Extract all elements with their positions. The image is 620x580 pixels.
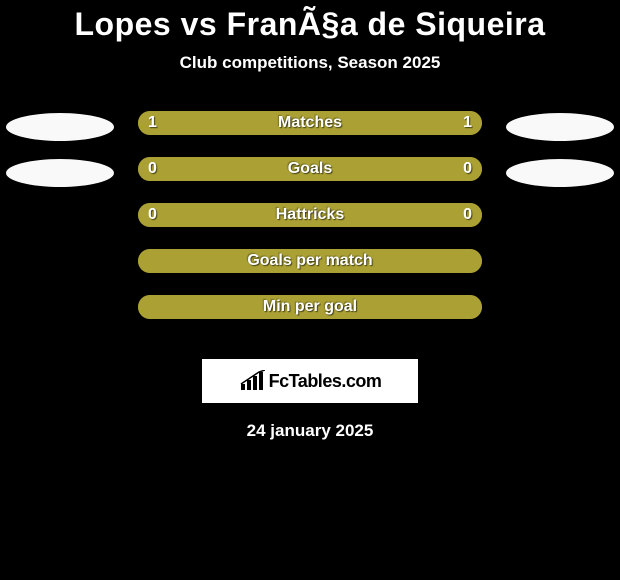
stat-bar-track <box>138 157 482 181</box>
player-avatar-right <box>506 113 614 141</box>
stat-bar-track <box>138 249 482 273</box>
stat-row: Hattricks00 <box>0 203 620 249</box>
stat-bar-left <box>138 157 482 181</box>
stat-bar-left <box>138 111 310 135</box>
player-avatar-left <box>6 159 114 187</box>
player-avatar-left <box>6 113 114 141</box>
stat-row: Matches11 <box>0 111 620 157</box>
footer-date: 24 january 2025 <box>0 421 620 441</box>
stat-bar-track <box>138 203 482 227</box>
stat-row: Min per goal <box>0 295 620 341</box>
stat-bar-right <box>310 111 482 135</box>
logo-box: FcTables.com <box>202 359 418 403</box>
barchart-icon <box>239 370 265 392</box>
logo-text: FcTables.com <box>269 371 382 392</box>
stat-row: Goals per match <box>0 249 620 295</box>
stat-row: Goals00 <box>0 157 620 203</box>
player-avatar-right <box>506 159 614 187</box>
stat-bar-left <box>138 203 482 227</box>
stat-bar-left <box>138 295 482 319</box>
page-subtitle: Club competitions, Season 2025 <box>0 53 620 73</box>
stat-bar-track <box>138 295 482 319</box>
comparison-rows: Matches11Goals00Hattricks00Goals per mat… <box>0 111 620 341</box>
page-title: Lopes vs FranÃ§a de Siqueira <box>0 0 620 43</box>
stat-bar-left <box>138 249 482 273</box>
stat-bar-track <box>138 111 482 135</box>
